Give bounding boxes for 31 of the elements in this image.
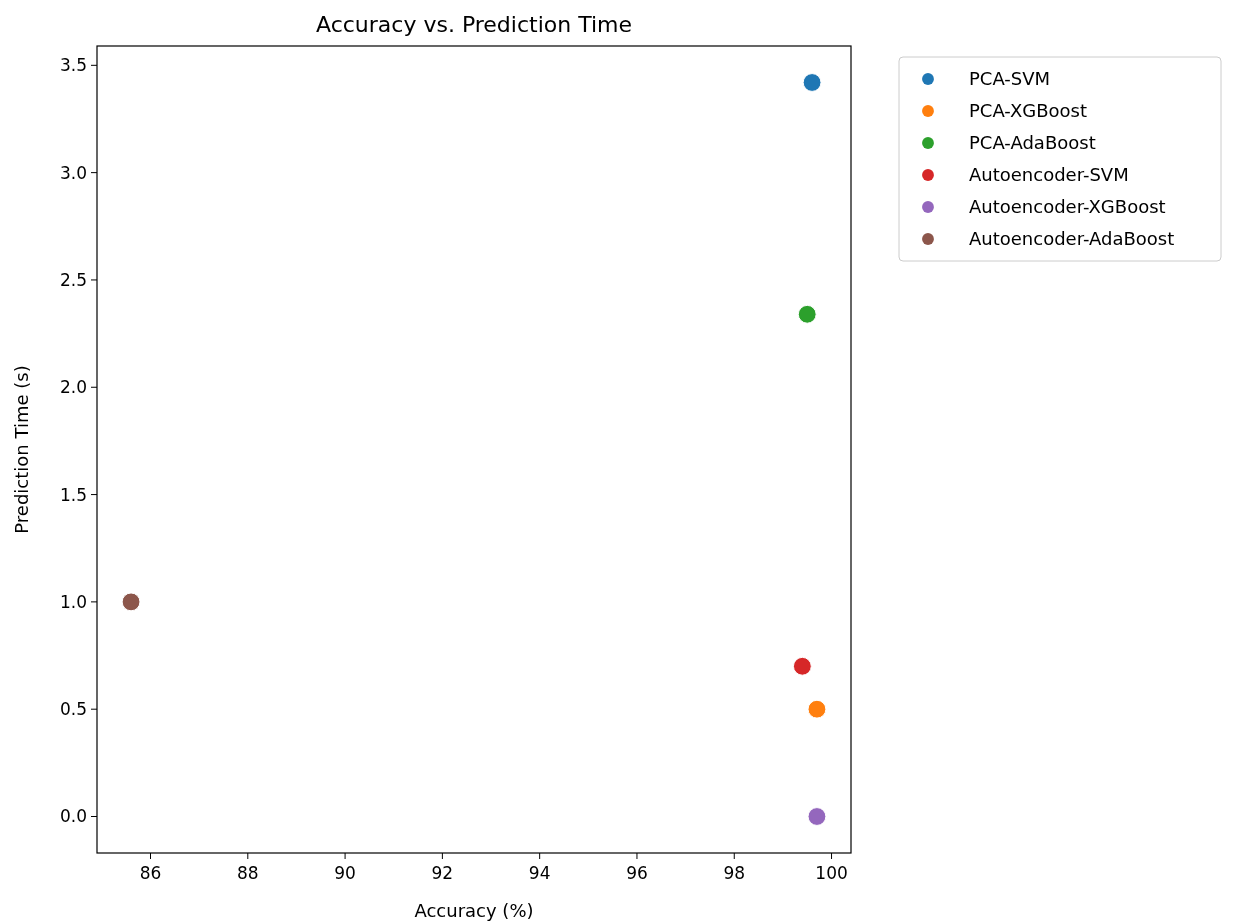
x-tick-label: 98: [723, 863, 746, 883]
x-tick-label: 92: [431, 863, 454, 883]
point: [807, 807, 827, 826]
y-tick-label: 1.0: [59, 591, 87, 612]
y-tick-label: 0.0: [59, 806, 87, 827]
x-tick-label: 88: [236, 863, 259, 883]
y-tick-label: 1.5: [59, 484, 87, 505]
y-axis-title: Prediction Time (s): [11, 365, 32, 534]
point: [121, 592, 141, 612]
y-tick-label: 2.0: [59, 377, 87, 398]
legend-label: PCA-XGBoost: [969, 100, 1088, 122]
x-tick-label: 90: [334, 863, 356, 883]
legend-label: PCA-SVM: [969, 68, 1051, 90]
x-tick-label: 86: [139, 863, 162, 883]
point: [807, 699, 827, 719]
x-tick-label: 100: [815, 863, 848, 883]
chart-title: Accuracy vs. Prediction Time: [315, 12, 633, 37]
x-axis-title: Accuracy (%): [414, 900, 534, 921]
y-tick-label: 0.5: [59, 699, 87, 720]
x-tick-label: 96: [626, 863, 648, 883]
y-tick-label: 2.5: [59, 269, 87, 290]
legend-label: Autoencoder-AdaBoost: [969, 228, 1175, 250]
legend-label: Autoencoder-XGBoost: [969, 196, 1166, 218]
x-tick-label: 94: [528, 863, 551, 883]
point: [802, 73, 822, 92]
y-tick-label: 3.5: [59, 55, 87, 76]
legend-label: Autoencoder-SVM: [969, 164, 1129, 186]
point: [797, 304, 817, 324]
y-tick-label: 3.0: [59, 162, 87, 183]
legend-label: PCA-AdaBoost: [969, 132, 1096, 154]
point: [792, 656, 812, 676]
